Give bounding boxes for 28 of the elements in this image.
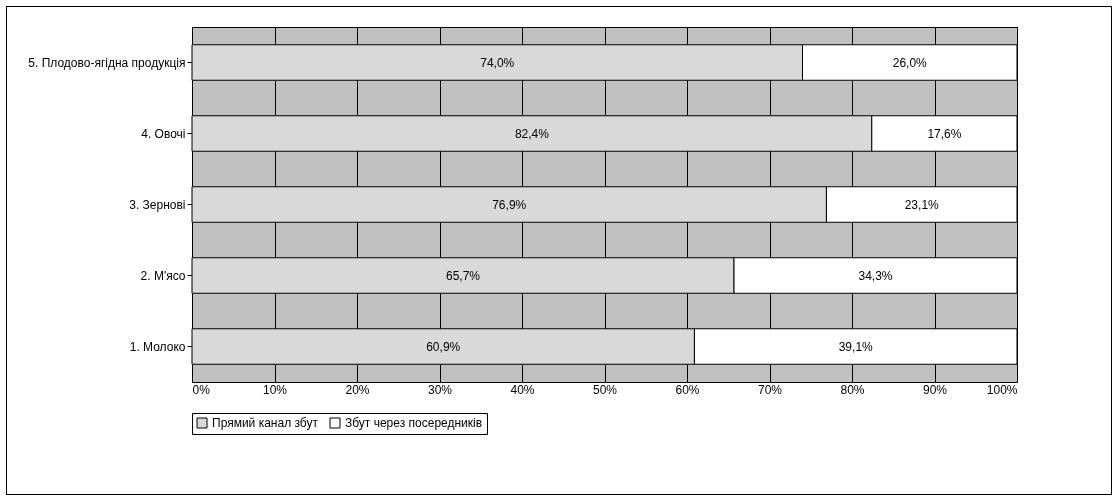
data-label: 17,6% [927, 126, 962, 141]
data-label: 76,9% [492, 197, 527, 212]
data-label: 39,1% [838, 339, 874, 354]
y-tick-label: 2. М'ясо [140, 268, 186, 283]
data-label: 34,3% [858, 268, 893, 283]
x-tick-label: 100% [986, 382, 1018, 397]
data-label: 60,9% [426, 339, 461, 354]
data-label: 26,0% [892, 55, 928, 70]
x-tick-label: 80% [840, 382, 865, 397]
data-label: 82,4% [514, 126, 550, 141]
x-tick-label: 40% [510, 382, 535, 397]
legend-label: Збут через посередників [345, 416, 483, 430]
x-tick-label: 20% [345, 382, 370, 397]
legend-label: Прямий канал збут [212, 416, 319, 430]
x-tick-label: 50% [592, 382, 618, 397]
data-label: 65,7% [446, 268, 481, 283]
y-tick-label: 5. Плодово-ягідна продукція [28, 55, 186, 70]
x-tick-label: 70% [757, 382, 783, 397]
y-tick-label: 3. Зернові [129, 197, 186, 212]
x-tick-label: 90% [922, 382, 948, 397]
x-tick-label: 60% [675, 382, 700, 397]
data-label: 23,1% [904, 197, 940, 212]
x-tick-label: 30% [427, 382, 453, 397]
x-tick-label: 10% [262, 382, 288, 397]
x-tick-label: 0% [192, 382, 211, 397]
y-tick-label: 4. Овочі [141, 126, 186, 141]
y-tick-label: 1. Молоко [129, 339, 186, 354]
data-label: 74,0% [480, 55, 515, 70]
